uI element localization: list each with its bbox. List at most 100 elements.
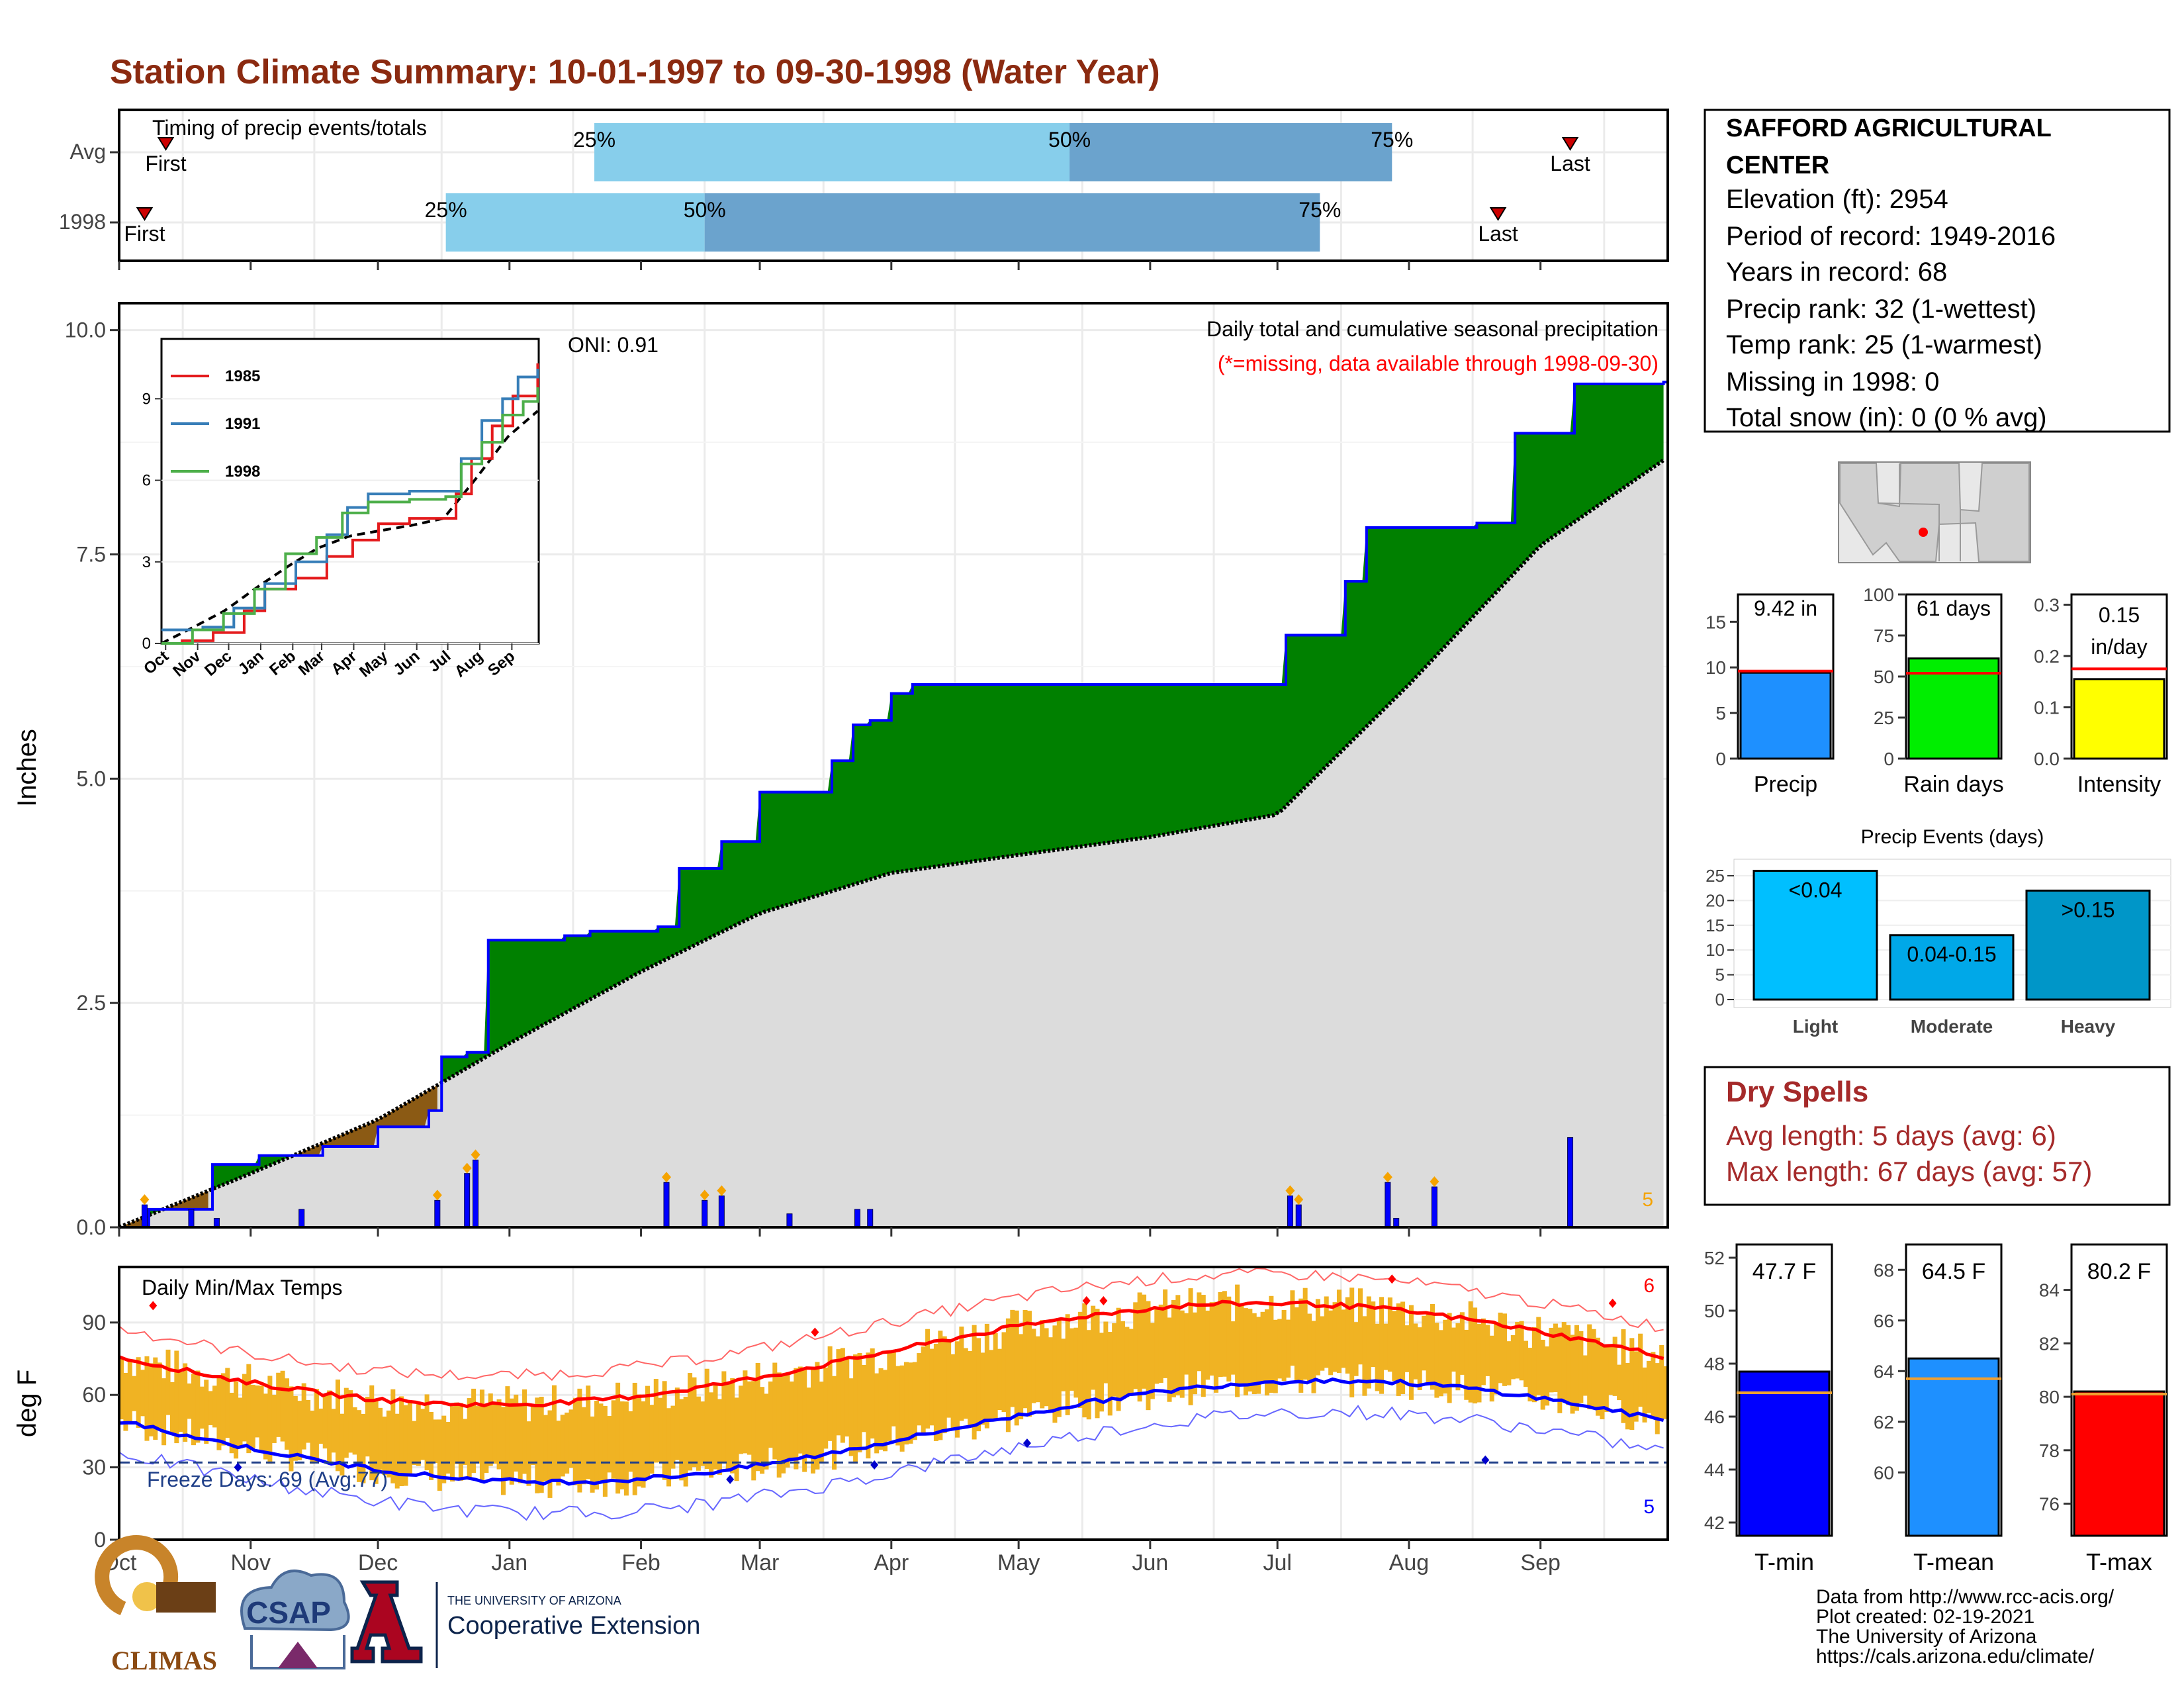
daily-temp-bar [1468, 1301, 1473, 1403]
daily-temp-bar [1655, 1363, 1660, 1434]
daily-temp-bar [1651, 1352, 1656, 1419]
stat-ytick-label: 0.2 [2034, 646, 2060, 667]
daily-temp-bar [1591, 1329, 1596, 1409]
month-label: Dec [358, 1550, 398, 1575]
inset-series-line-1985 [161, 363, 539, 645]
daily-temp-bar [899, 1365, 905, 1452]
daily-precip-bar [1567, 1137, 1574, 1228]
daily-temp-bar [1264, 1309, 1269, 1396]
temp-plot [118, 1268, 1668, 1521]
daily-temp-bar [602, 1405, 608, 1497]
inset-legend-1998: 1998 [225, 463, 260, 481]
temp-stat-value-label: 80.2 F [2087, 1259, 2151, 1284]
daily-temp-bar [543, 1415, 549, 1481]
temp-stat-bars: 42 44 46 48 50 52 47.7 F T-min 60 62 64 66 68 64.5 F T… [1704, 1243, 2168, 1575]
daily-temp-bar [1379, 1297, 1385, 1394]
stat-name: Intensity [2077, 772, 2161, 797]
daily-temp-bar [853, 1354, 858, 1464]
temp-ytick-label: 30 [82, 1456, 106, 1479]
daily-temp-bar [1128, 1329, 1134, 1394]
daily-temp-bar [267, 1376, 273, 1464]
ua-logo-small-text: THE UNIVERSITY OF ARIZONA [447, 1594, 621, 1607]
daily-temp-bar [747, 1381, 752, 1455]
precip-ytick-label: 5.0 [77, 767, 106, 790]
daily-temp-bar [721, 1371, 727, 1463]
record-low-marker [726, 1474, 735, 1484]
daily-temp-bar [1545, 1346, 1550, 1406]
locator-map [1838, 461, 2031, 563]
daily-temp-bar [836, 1349, 841, 1436]
daily-temp-bar [827, 1346, 833, 1441]
events-ytick-label: 0 [1715, 990, 1725, 1009]
stat-bar-Rain days [1907, 657, 2000, 760]
daily-temp-bar [840, 1348, 845, 1443]
daily-temp-bar [1608, 1346, 1614, 1395]
stat-ytick-label: 0.3 [2034, 595, 2060, 616]
daily-temp-bar [1494, 1323, 1499, 1395]
daily-temp-bar [127, 1361, 132, 1423]
daily-temp-bar [1341, 1309, 1346, 1368]
record-high-marker [1099, 1296, 1108, 1306]
daily-temp-bar [1120, 1321, 1125, 1399]
daily-temp-bar [1570, 1335, 1575, 1414]
daily-temp-bar [1561, 1322, 1567, 1401]
station-period: Period of record: 1949-2016 [1726, 222, 2056, 251]
daily-temp-bar [781, 1374, 786, 1474]
daily-temp-bar [1366, 1296, 1371, 1389]
stat-value-label: 61 days [1917, 596, 1991, 620]
daily-temp-bar [569, 1409, 574, 1468]
daily-temp-bar [1082, 1303, 1087, 1418]
daily-temp-bar [1413, 1323, 1418, 1380]
daily-temp-bar [136, 1357, 141, 1428]
daily-temp-bar [500, 1407, 506, 1495]
daily-temp-bar [1519, 1321, 1524, 1381]
precip-ytick-label: 7.5 [77, 542, 106, 566]
daily-temp-bar [1235, 1284, 1240, 1397]
daily-temp-bar [390, 1389, 396, 1483]
inset-legend-1985: 1985 [225, 367, 260, 385]
daily-temp-bar [331, 1409, 336, 1453]
daily-temp-bar [1642, 1367, 1647, 1423]
daily-precip-bar [298, 1209, 305, 1228]
daily-temp-bar [450, 1406, 455, 1482]
daily-temp-bar [153, 1357, 158, 1440]
daily-temp-bar [1260, 1311, 1265, 1383]
average-cumulative-line [118, 458, 1665, 1229]
normal-high-line [118, 1299, 1664, 1409]
daily-temp-bar [989, 1350, 994, 1422]
daily-temp-bar [1150, 1323, 1155, 1399]
dry-spells-box: Dry Spells Avg length: 5 days (avg: 6) M… [1704, 1066, 2171, 1206]
month-label: Nov [231, 1550, 271, 1575]
daily-temp-bar [208, 1391, 213, 1425]
daily-temp-bar [441, 1415, 447, 1483]
daily-precip-marker [700, 1190, 709, 1201]
daily-temp-bar [848, 1378, 854, 1456]
daily-temp-bar [1362, 1316, 1367, 1396]
daily-temp-bar [954, 1341, 960, 1438]
temp-stat-ytick-label: 78 [2039, 1440, 2060, 1461]
daily-temp-bar [1116, 1307, 1121, 1411]
daily-precip-bar [1295, 1204, 1302, 1228]
daily-temp-bar [1290, 1290, 1295, 1366]
daily-temp-bar [492, 1403, 498, 1464]
page-title: Station Climate Summary: 10-01-1997 to 0… [110, 53, 1160, 91]
daily-temp-bar [234, 1381, 239, 1459]
timing-first-marker [157, 137, 175, 151]
daily-temp-bar [399, 1396, 404, 1486]
daily-temp-bar [1019, 1334, 1024, 1420]
record-low-line [118, 1405, 1664, 1521]
daily-temp-bar [713, 1383, 718, 1470]
daily-temp-bar [535, 1397, 540, 1493]
daily-temp-bar [1332, 1302, 1338, 1372]
daily-temp-bar [1459, 1312, 1465, 1375]
station-temp-rank: Temp rank: 25 (1-warmest) [1726, 330, 2042, 359]
month-label: Mar [741, 1550, 780, 1575]
inset-average-line [161, 410, 539, 645]
events-bars: 0 5 10 15 20 25 <0.04 Light 0.04-0.15 Moderate >0.… [1706, 866, 2171, 1037]
daily-temp-bar [174, 1350, 179, 1444]
station-precip-rank: Precip rank: 32 (1-wettest) [1726, 295, 2036, 324]
daily-temp-bar [496, 1399, 502, 1470]
station-info-box: SAFFORD AGRICULTURAL CENTER Elevation (f… [1704, 109, 2171, 433]
